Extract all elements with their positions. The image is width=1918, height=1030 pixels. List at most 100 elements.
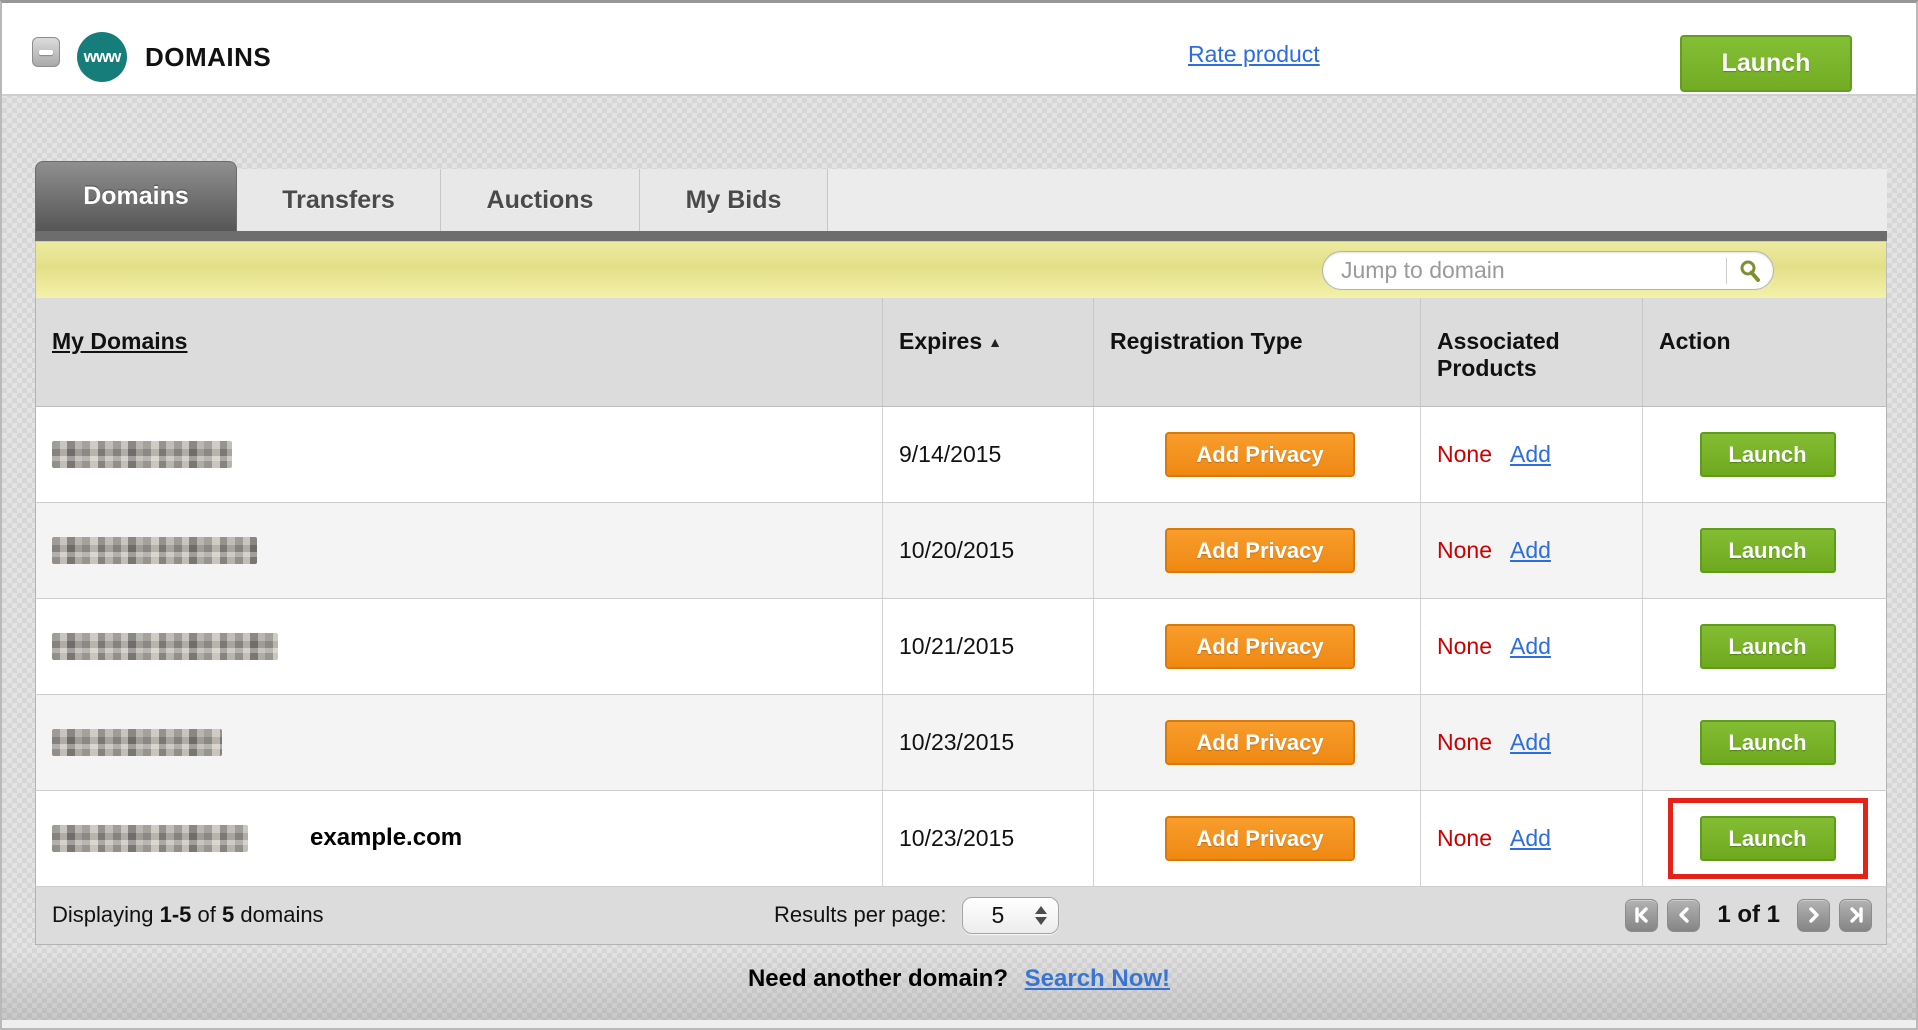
results-per-page-group: Results per page: 5: [774, 896, 1060, 934]
prev-page-icon: [1679, 907, 1689, 923]
displaying-status: Displaying 1-5 of 5 domains: [52, 902, 324, 927]
page-title: DOMAINS: [145, 42, 272, 72]
domains-table-body: 9/14/2015 Add Privacy None Add Launch 10/…: [35, 406, 1887, 887]
table-row: 9/14/2015 Add Privacy None Add Launch: [35, 406, 1887, 503]
results-per-page-select[interactable]: 5: [962, 896, 1060, 934]
redacted-domain-name: [52, 632, 278, 660]
select-stepper-icon: [1032, 905, 1058, 925]
domain-cell: [35, 694, 883, 791]
associated-products-cell: None Add: [1420, 502, 1643, 599]
domains-panel: Domains Transfers Auctions My Bids: [35, 161, 1887, 945]
action-cell: Launch: [1642, 598, 1887, 695]
last-page-button[interactable]: [1839, 898, 1872, 932]
prev-page-button[interactable]: [1667, 898, 1701, 932]
column-header-expires: Expires ▲: [882, 298, 1094, 407]
expires-cell: 9/14/2015: [882, 406, 1094, 503]
tab-domains[interactable]: Domains: [35, 161, 237, 231]
www-icon-label: www: [83, 47, 122, 66]
my-domains-sort-link[interactable]: My Domains: [52, 328, 188, 354]
top-header: www DOMAINS Rate product Launch: [2, 3, 1916, 96]
table-row: example.com 10/23/2015 Add Privacy None A…: [35, 790, 1887, 887]
domain-name-label: example.com: [310, 824, 463, 851]
associated-products-status: None: [1437, 728, 1492, 755]
domain-cell: [35, 406, 883, 503]
action-cell: Launch: [1642, 406, 1887, 503]
next-page-button[interactable]: [1797, 898, 1830, 932]
registration-type-cell: Add Privacy: [1093, 406, 1421, 503]
search-input[interactable]: [1323, 257, 1726, 284]
search-divider: [1726, 257, 1727, 284]
add-privacy-button[interactable]: Add Privacy: [1165, 719, 1355, 765]
total-value: 5: [222, 902, 235, 927]
action-cell: Launch: [1642, 694, 1887, 791]
need-domain-prompt: Need another domain? Search Now!: [2, 965, 1916, 993]
table-row: 10/21/2015 Add Privacy None Add Launch: [35, 598, 1887, 695]
first-page-icon: [1635, 907, 1648, 923]
add-privacy-button[interactable]: Add Privacy: [1165, 527, 1355, 573]
column-header-registration-type: Registration Type: [1093, 298, 1421, 407]
expires-cell: 10/23/2015: [882, 694, 1094, 791]
associated-products-cell: None Add: [1420, 694, 1643, 791]
add-product-link[interactable]: Add: [1509, 440, 1551, 467]
associated-products-status: None: [1437, 536, 1492, 563]
add-privacy-button[interactable]: Add Privacy: [1165, 623, 1355, 669]
associated-products-status: None: [1437, 632, 1492, 659]
search-submit-button[interactable]: [1727, 252, 1773, 289]
sort-asc-icon: ▲: [988, 334, 1002, 350]
tab-bar: Domains Transfers Auctions My Bids: [35, 161, 1887, 231]
expires-sort-link[interactable]: Expires: [899, 328, 983, 354]
row-launch-wrap: Launch: [1699, 705, 1836, 780]
action-cell: Launch: [1642, 790, 1887, 887]
associated-products-status: None: [1437, 440, 1492, 467]
add-product-link[interactable]: Add: [1509, 728, 1551, 755]
row-launch-wrap: Launch: [1667, 797, 1868, 879]
expires-cell: 10/21/2015: [882, 598, 1094, 695]
results-per-page-label: Results per page:: [774, 902, 947, 927]
registration-type-cell: Add Privacy: [1093, 502, 1421, 599]
table-header-row: My Domains Expires ▲ Registration Type As…: [35, 298, 1887, 407]
row-launch-button[interactable]: Launch: [1699, 719, 1836, 765]
tab-my-bids[interactable]: My Bids: [640, 169, 828, 231]
bottom-strip: [2, 1020, 1916, 1028]
registration-type-cell: Add Privacy: [1093, 790, 1421, 887]
search-icon: [1740, 260, 1760, 282]
minimize-button[interactable]: [32, 37, 60, 67]
search-now-link[interactable]: Search Now!: [1024, 965, 1171, 992]
minimize-icon: [39, 50, 53, 55]
row-launch-button[interactable]: Launch: [1699, 431, 1836, 477]
table-row: 10/23/2015 Add Privacy None Add Launch: [35, 694, 1887, 791]
row-launch-wrap: Launch: [1699, 513, 1836, 588]
first-page-button[interactable]: [1625, 898, 1659, 932]
tab-transfers[interactable]: Transfers: [237, 169, 441, 231]
column-header-action: Action: [1642, 298, 1887, 407]
associated-products-cell: None Add: [1420, 406, 1643, 503]
search-bar: [35, 241, 1887, 298]
add-privacy-button[interactable]: Add Privacy: [1165, 431, 1355, 477]
page-status: 1 of 1: [1717, 901, 1780, 928]
domains-table: My Domains Expires ▲ Registration Type As…: [35, 298, 1887, 887]
row-launch-button[interactable]: Launch: [1699, 527, 1836, 573]
add-privacy-button[interactable]: Add Privacy: [1165, 815, 1355, 861]
tab-bar-filler: [828, 169, 1887, 231]
associated-products-cell: None Add: [1420, 598, 1643, 695]
add-product-link[interactable]: Add: [1509, 632, 1551, 659]
results-per-page-value: 5: [991, 901, 1005, 928]
associated-products-status: None: [1437, 824, 1492, 851]
tab-auctions[interactable]: Auctions: [441, 169, 640, 231]
rate-product-link[interactable]: Rate product: [1188, 41, 1320, 67]
redacted-domain-name: [52, 440, 232, 468]
row-launch-button[interactable]: Launch: [1699, 815, 1836, 861]
add-product-link[interactable]: Add: [1509, 824, 1551, 851]
last-page-icon: [1849, 907, 1863, 923]
jump-to-domain-search: [1322, 251, 1774, 290]
row-launch-wrap: Launch: [1699, 417, 1836, 492]
header-launch-button[interactable]: Launch: [1680, 35, 1852, 92]
expires-cell: 10/23/2015: [882, 790, 1094, 887]
row-launch-button[interactable]: Launch: [1699, 623, 1836, 669]
domain-cell: example.com: [35, 790, 883, 887]
redacted-domain-name: [52, 824, 248, 852]
add-product-link[interactable]: Add: [1509, 536, 1551, 563]
redacted-domain-name: [52, 536, 257, 564]
domain-cell: [35, 502, 883, 599]
